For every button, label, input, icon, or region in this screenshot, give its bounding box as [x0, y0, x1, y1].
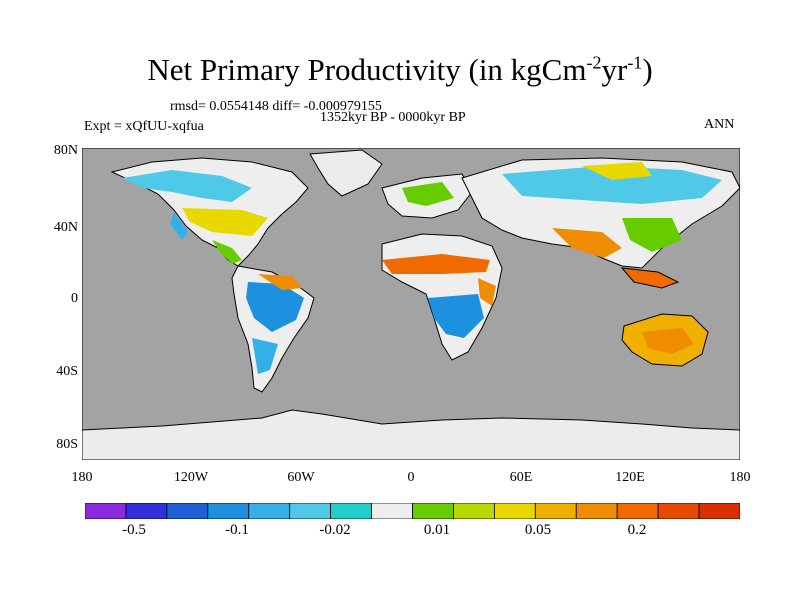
lat-label: 80S: [56, 437, 78, 452]
colorbar-swatch: [85, 503, 127, 519]
colorbar-swatch: [616, 503, 659, 519]
sa-south: [252, 338, 278, 374]
colorbar-swatch: [125, 503, 168, 519]
na-west: [170, 212, 188, 240]
colorbar-swatch: [534, 503, 577, 519]
map-title: Net Primary Productivity (in kgCm-2yr-1): [147, 52, 653, 87]
indonesia: [620, 267, 680, 289]
lat-label: 0: [71, 291, 78, 306]
colorbar-label: -0.5: [122, 522, 146, 538]
colorbar-swatch: [330, 503, 372, 519]
lon-label: 180: [729, 470, 751, 485]
colorbar-swatch: [412, 503, 454, 519]
central-america: [212, 240, 242, 264]
colorbar-swatch: [698, 503, 740, 519]
africa-central: [428, 294, 484, 338]
sa-north: [258, 274, 302, 290]
colorbar-label: 0.2: [627, 522, 647, 538]
europe-veg: [402, 182, 454, 206]
na-tundra: [122, 170, 252, 202]
lat-label: 40N: [53, 220, 78, 235]
sa-amazon: [246, 282, 304, 332]
colorbar-swatch: [657, 503, 700, 519]
siberia: [502, 166, 722, 204]
south-asia: [552, 228, 622, 258]
colorbar-swatch: [453, 503, 495, 519]
na-east: [182, 208, 268, 236]
stats-text: rmsd= 0.0554148 diff= -0.000979155: [170, 99, 382, 114]
world-map: [82, 148, 740, 460]
colorbar-label: -0.1: [225, 522, 249, 538]
colorbar-swatch: [575, 503, 618, 519]
lon-label: 180: [71, 470, 93, 485]
colorbar-swatch: [371, 503, 413, 519]
lon-label: 120E: [615, 470, 645, 485]
east-asia: [622, 218, 682, 252]
australia-inner: [642, 328, 694, 354]
colorbar-swatch: [207, 503, 250, 519]
colorbar-swatch: [289, 503, 332, 519]
period-text: 1352kyr BP - 0000kyr BP: [320, 110, 466, 125]
lon-label: 60E: [509, 470, 533, 485]
colorbar-label: -0.02: [319, 522, 351, 538]
colorbar-label: 0.05: [524, 522, 552, 538]
season-text: ANN: [704, 117, 735, 132]
experiment-text: Expt = xQfUU-xqfua: [84, 119, 204, 134]
colorbar-swatch: [248, 503, 291, 519]
africa-east: [478, 278, 496, 306]
greenland: [309, 149, 383, 197]
sahel: [382, 254, 490, 274]
map-panel: [82, 148, 740, 460]
lon-label: 60W: [287, 470, 315, 485]
colorbar-swatch: [166, 503, 209, 519]
antarctica: [82, 409, 740, 460]
siberia-yellow: [582, 162, 652, 180]
lon-label: 120W: [173, 470, 209, 485]
lon-label: 0: [407, 470, 415, 485]
lat-label: 80N: [53, 143, 78, 158]
lat-label: 40S: [56, 364, 78, 379]
colorbar-swatch: [493, 503, 536, 519]
colorbar-label: 0.01: [423, 522, 451, 538]
colorbar: [85, 503, 740, 519]
